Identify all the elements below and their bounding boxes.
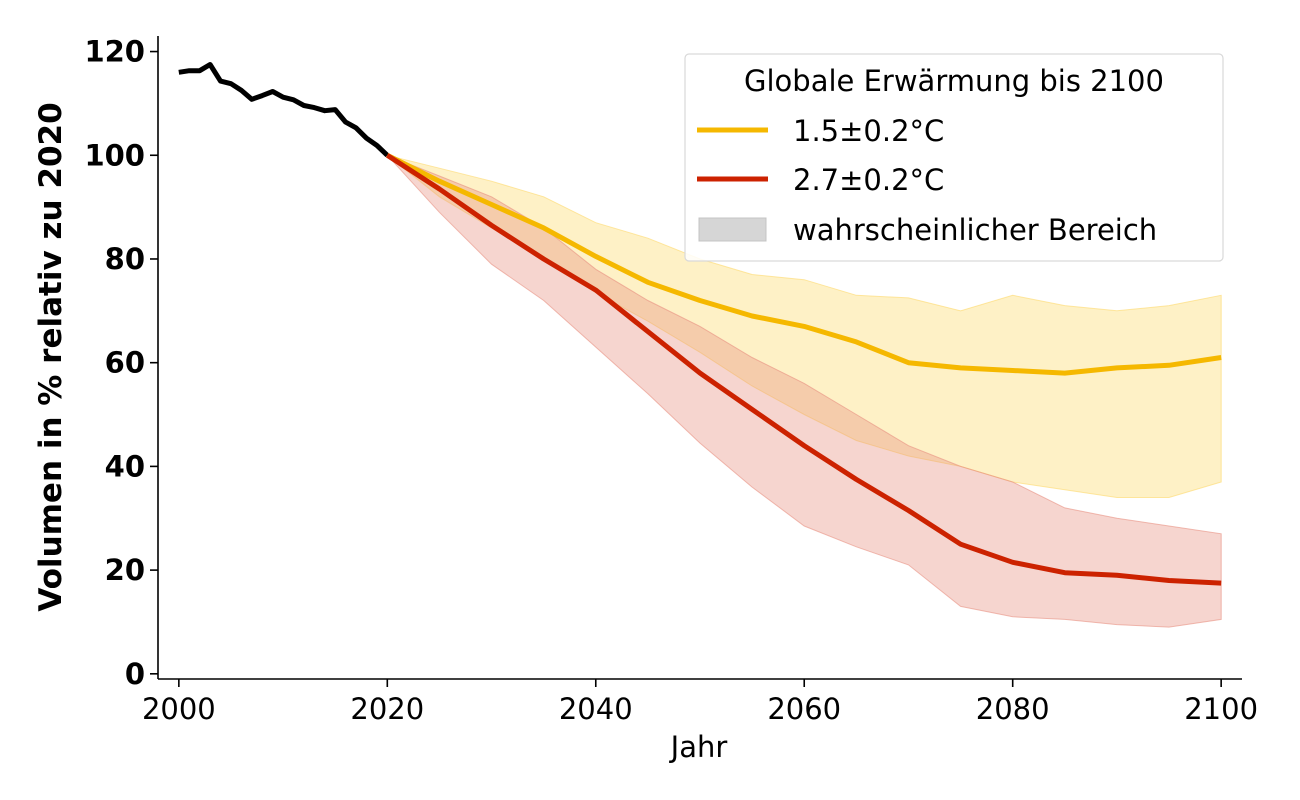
y-tick-label: 60 <box>105 346 145 380</box>
y-tick-label: 120 <box>84 35 145 69</box>
y-axis-title: Volumen in % relativ zu 2020 <box>33 102 69 611</box>
y-tick-label: 40 <box>105 449 145 483</box>
x-tick-label: 2100 <box>1184 692 1258 726</box>
x-tick-label: 2020 <box>350 692 424 726</box>
legend-title: Globale Erwärmung bis 2100 <box>744 64 1164 98</box>
y-tick-label: 20 <box>105 553 145 587</box>
x-tick-label: 2000 <box>142 692 216 726</box>
y-tick-label: 100 <box>84 138 145 172</box>
x-tick-label: 2080 <box>976 692 1050 726</box>
legend-label-1-5: 1.5±0.2°C <box>793 114 944 148</box>
range-band-2.7±0.2°C <box>386 154 1222 628</box>
x-axis-title: Jahr <box>669 730 728 764</box>
legend-frame <box>684 53 1224 262</box>
series-line-1.5±0.2°C <box>386 153 1222 376</box>
series-lines <box>178 62 1222 586</box>
y-tick-label: 80 <box>105 242 145 276</box>
legend: Globale Erwärmung bis 2100 1.5±0.2°C 2.7… <box>684 53 1224 262</box>
axes <box>157 36 1242 680</box>
y-ticks: 0 20 40 60 80 100 120 <box>84 35 158 691</box>
legend-swatch-range <box>698 217 767 242</box>
y-tick-label: 0 <box>125 657 145 691</box>
series-line-historisch <box>178 62 390 158</box>
legend-label-range: wahrscheinlicher Bereich <box>793 213 1157 247</box>
x-tick-label: 2040 <box>559 692 633 726</box>
legend-label-2-7: 2.7±0.2°C <box>793 163 944 197</box>
x-ticks: 2000 2020 2040 2060 2080 2100 <box>142 679 1258 726</box>
series-line-2.7±0.2°C <box>385 153 1222 586</box>
x-tick-label: 2060 <box>767 692 841 726</box>
